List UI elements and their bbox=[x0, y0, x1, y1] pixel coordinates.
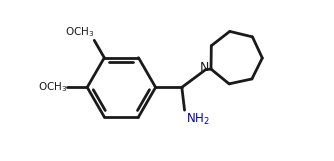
Text: OCH$_3$: OCH$_3$ bbox=[38, 80, 67, 94]
Text: NH$_2$: NH$_2$ bbox=[186, 112, 210, 127]
Text: OCH$_3$: OCH$_3$ bbox=[65, 25, 95, 38]
Text: N: N bbox=[200, 61, 209, 74]
